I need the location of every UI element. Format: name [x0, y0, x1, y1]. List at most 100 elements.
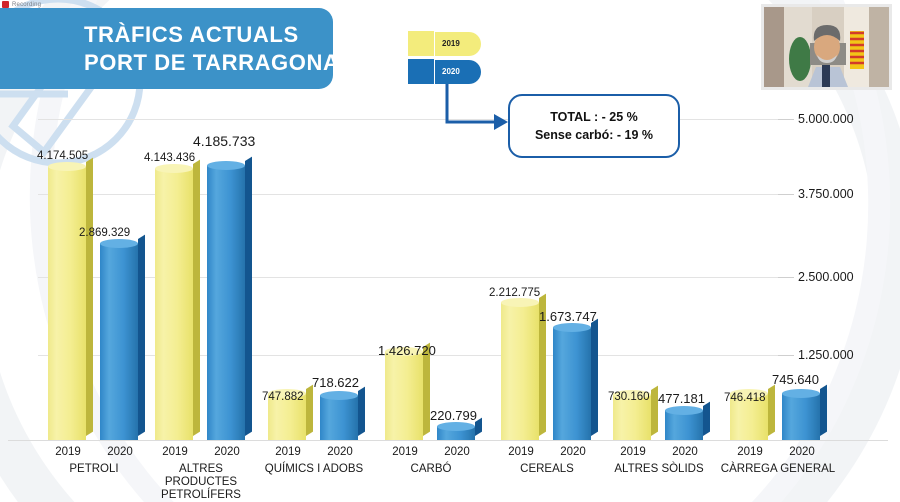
- category-label-carbo: CARBÓ: [375, 463, 487, 476]
- xtick-year-2020-petroli: 2020: [107, 446, 133, 458]
- axis-baseline: [8, 440, 888, 441]
- category-label-line: CEREALS: [520, 463, 574, 475]
- bar-value-2020-altres-solids: 477.181: [658, 391, 705, 406]
- bar-value-2020-carrega-general: 745.640: [772, 372, 819, 387]
- bar-2020-carbo: [437, 417, 482, 440]
- bar-value-2019-carbo: 1.426.720: [378, 343, 436, 358]
- bar-2019-cereals: [501, 293, 546, 440]
- bar-side: [768, 384, 775, 436]
- legend-swatch-2020-icon: [408, 59, 434, 84]
- xtick-year-2019-quimics-i-adobs: 2019: [275, 446, 301, 458]
- callout-connector-arrow-icon: [445, 80, 508, 130]
- bar-2020-cereals: [553, 318, 598, 440]
- gridline-2500000: [38, 277, 778, 278]
- xtick-year-2020-quimics-i-adobs: 2020: [327, 446, 353, 458]
- speaker-video-thumbnail[interactable]: [761, 4, 892, 90]
- xtick-year-2019-petroli: 2019: [55, 446, 81, 458]
- bar-side: [193, 159, 200, 436]
- category-label-line: QUÍMICS I ADOBS: [264, 463, 364, 475]
- bar-value-2020-altres-productes-petroliifers: 4.185.733: [193, 133, 256, 149]
- category-label-line: CÀRREGA GENERAL: [720, 463, 836, 475]
- bar-face: [730, 393, 768, 440]
- bar-top: [437, 422, 475, 431]
- category-label-carrega-general: CÀRREGA GENERAL: [718, 463, 838, 476]
- bar-side: [591, 318, 598, 436]
- category-label-petroli: PETROLI: [38, 463, 150, 476]
- ytick-label-2500000: 2.500.000: [798, 270, 854, 284]
- bar-top: [730, 389, 768, 398]
- bar-top: [320, 391, 358, 400]
- bar-value-2020-petroli: 2.869.329: [79, 227, 131, 239]
- bar-side: [820, 384, 827, 436]
- bar-value-2020-carbo: 220.799: [430, 408, 477, 423]
- category-label-cereals: CEREALS: [491, 463, 603, 476]
- bar-value-2020-quimics-i-adobs: 718.622: [312, 375, 359, 390]
- summary-callout-box: TOTAL : - 25 % Sense carbó: - 19 %: [508, 94, 680, 158]
- bar-top: [553, 323, 591, 332]
- category-label-line: PETROLI: [69, 463, 119, 475]
- bar-side: [358, 386, 365, 436]
- bar-face: [782, 393, 820, 440]
- xtick-year-2019-altres-productes-petroliifers: 2019: [162, 446, 188, 458]
- bar-2019-carbo: [385, 342, 430, 440]
- callout-sense-carbo-line: Sense carbó: - 19 %: [534, 128, 654, 142]
- xtick-year-2019-altres-solids: 2019: [620, 446, 646, 458]
- xtick-year-2020-altres-productes-petroliifers: 2020: [214, 446, 240, 458]
- bar-side: [86, 157, 93, 436]
- category-label-line: PETROLÍFERS: [161, 488, 241, 501]
- ytick-label-1250000: 1.250.000: [798, 348, 854, 362]
- bar-value-2019-altres-solids: 730.160: [608, 391, 650, 403]
- bar-2019-altres-solids: [613, 385, 658, 440]
- bar-top: [268, 389, 306, 398]
- recording-indicator: Recording: [2, 1, 41, 8]
- bar-2019-altres-productes-petroliifers: [155, 159, 200, 440]
- slide-title-banner: TRÀFICS ACTUALS PORT DE TARRAGONA: [28, 8, 340, 89]
- bar-top: [155, 164, 193, 173]
- bar-side: [306, 384, 313, 436]
- category-label-line: PRODUCTES: [164, 475, 238, 488]
- bar-top: [665, 406, 703, 415]
- bar-face: [320, 395, 358, 440]
- bar-value-2019-altres-productes-petroliifers: 4.143.436: [144, 152, 196, 164]
- bar-value-2019-quimics-i-adobs: 747.882: [262, 391, 304, 403]
- legend-item-2020: 2020: [408, 59, 481, 84]
- xtick-year-2020-cereals: 2020: [560, 446, 586, 458]
- xtick-year-2019-carbo: 2019: [392, 446, 418, 458]
- xtick-year-2020-carrega-general: 2020: [789, 446, 815, 458]
- bar-2019-carrega-general: [730, 384, 775, 440]
- xtick-year-2020-altres-solids: 2020: [672, 446, 698, 458]
- bar-2020-carrega-general: [782, 384, 827, 440]
- bar-face: [155, 168, 193, 440]
- bar-2019-quimics-i-adobs: [268, 384, 313, 440]
- bar-face: [100, 243, 138, 440]
- category-label-line: CARBÓ: [410, 463, 452, 475]
- bar-value-2019-carrega-general: 746.418: [724, 392, 766, 404]
- bar-2020-altres-productes-petroliifers: [207, 156, 252, 440]
- ytick-mark-2500000: [778, 277, 794, 278]
- category-label-altres-productes-petroliifers: ALTRES PRODUCTES PETROLÍFERS: [145, 463, 257, 502]
- legend-item-2019: 2019: [408, 31, 481, 56]
- recording-dot-icon: [2, 1, 9, 8]
- bar-side: [138, 234, 145, 436]
- bar-face: [268, 393, 306, 440]
- ytick-mark-5000000: [778, 119, 794, 120]
- bar-top: [613, 390, 651, 399]
- slide-title-line-1: TRÀFICS ACTUALS: [84, 22, 299, 48]
- category-label-line: ALTRES: [179, 463, 223, 475]
- chart-legend: 2019 2020: [408, 31, 481, 87]
- slide-title-line-2: PORT DE TARRAGONA: [84, 49, 340, 75]
- category-label-line: ALTRES SÒLIDS: [614, 463, 704, 475]
- bar-face: [613, 394, 651, 440]
- bar-face: [553, 327, 591, 440]
- bar-face: [48, 166, 86, 440]
- webcam-video-frame: [764, 7, 889, 87]
- bar-2020-altres-solids: [665, 401, 710, 440]
- legend-label-2020: 2020: [435, 59, 481, 84]
- bar-top: [48, 162, 86, 171]
- legend-swatch-2019-icon: [408, 31, 434, 56]
- bar-value-2019-cereals: 2.212.775: [489, 287, 541, 299]
- bar-top: [385, 347, 423, 356]
- recording-label: Recording: [12, 1, 42, 8]
- bar-top: [782, 389, 820, 398]
